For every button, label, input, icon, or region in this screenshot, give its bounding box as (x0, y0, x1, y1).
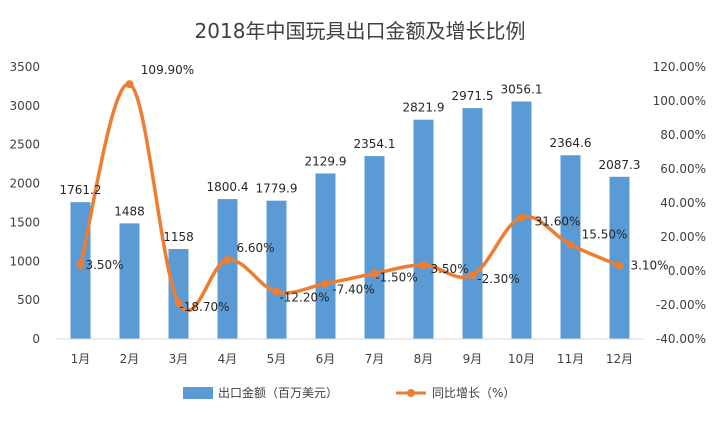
left-tick-label: 2000 (9, 177, 40, 191)
right-tick-label: -40.00% (656, 332, 706, 346)
line-data-label: -18.70% (179, 300, 229, 314)
bar-data-label: 2354.1 (354, 137, 396, 151)
line-data-label: -12.20% (279, 291, 329, 305)
right-tick-label: 80.00% (660, 128, 706, 142)
x-axis: 1月 2月 3月 4月 5月 6月 7月 8月 9月 10月 11月 12月 (56, 338, 644, 366)
right-tick-label: 120.00% (653, 60, 706, 74)
left-tick-label: 0 (32, 332, 40, 346)
bar-data-label: 2821.9 (403, 101, 445, 115)
bar-data-label: 1800.4 (207, 180, 249, 194)
bar (462, 108, 483, 340)
bar-data-label: 2129.9 (305, 154, 347, 168)
bar-data-label: 3056.1 (501, 82, 543, 96)
left-tick-label: 3500 (9, 60, 40, 74)
legend-line-label: 同比增长（%） (432, 386, 515, 400)
x-tick-label: 4月 (218, 352, 238, 366)
right-tick-label: 40.00% (660, 196, 706, 210)
line-data-label: 3.50% (430, 262, 468, 276)
x-tick-label: 3月 (169, 352, 189, 366)
x-tick-label: 11月 (557, 352, 584, 366)
bar (168, 249, 189, 339)
bar (413, 119, 434, 339)
right-tick-label: 20.00% (660, 230, 706, 244)
bar (119, 223, 140, 339)
bar (364, 156, 385, 339)
legend-line-marker (407, 389, 415, 397)
legend-bar-swatch (183, 387, 213, 399)
line-data-label: 109.90% (141, 63, 194, 77)
chart-title: 2018年中国玩具出口金额及增长比例 (195, 19, 526, 43)
bar-data-label: 1779.9 (256, 182, 298, 196)
bar-data-label: 2364.6 (550, 136, 592, 150)
growth-point (125, 80, 134, 89)
bar-data-label: 1158 (163, 230, 194, 244)
left-tick-label: 1000 (9, 254, 40, 268)
bar (266, 200, 287, 339)
line-data-label: -7.40% (332, 283, 374, 297)
growth-point (76, 261, 85, 270)
left-tick-label: 3000 (9, 99, 40, 113)
left-tick-label: 2500 (9, 138, 40, 152)
line-series (76, 80, 624, 313)
bar (315, 173, 336, 339)
growth-point (615, 261, 624, 270)
line-data-label: -2.30% (477, 272, 519, 286)
right-tick-label: 60.00% (660, 162, 706, 176)
growth-point (370, 269, 379, 278)
growth-point (419, 261, 428, 270)
x-tick-label: 1月 (71, 352, 91, 366)
left-tick-label: 500 (17, 293, 40, 307)
line-data-label: 6.60% (236, 241, 274, 255)
line-data-label: 31.60% (535, 214, 581, 228)
bar-data-label: 1761.2 (60, 183, 102, 197)
line-data-labels: 3.50% 109.90% -18.70% 6.60% -12.20%-7.40%-1.… (85, 63, 668, 314)
line-data-label: -1.50% (375, 271, 417, 285)
x-tick-label: 6月 (316, 352, 336, 366)
x-tick-label: 5月 (267, 352, 287, 366)
bar-data-label: 2971.5 (452, 89, 494, 103)
x-tick-label: 2月 (120, 352, 140, 366)
bar-series (70, 101, 630, 340)
x-tick-label: 12月 (606, 352, 633, 366)
growth-point (174, 298, 183, 307)
bar-data-labels: 1761.2 1488 1158 1800.4 1779.9 2129.9 2354.1 28… (60, 82, 641, 244)
growth-point (321, 279, 330, 288)
growth-point (566, 240, 575, 249)
x-tick-label: 9月 (463, 352, 483, 366)
right-tick-label: -20.00% (656, 298, 706, 312)
right-axis: -40.00% -20.00% 0.00% 20.00% 40.00% 60.00% 80.… (653, 60, 706, 346)
x-tick-label: 10月 (508, 352, 535, 366)
growth-point (223, 255, 232, 264)
growth-line (78, 82, 622, 313)
bar (217, 199, 238, 339)
line-data-label: 15.50% (582, 228, 628, 242)
line-data-label: 3.10% (630, 259, 668, 273)
right-tick-label: 0.00% (668, 264, 706, 278)
legend-bar-label: 出口金额（百万美元） (218, 385, 338, 400)
line-data-label: 3.50% (85, 258, 123, 272)
legend: 出口金额（百万美元） 同比增长（%） (183, 385, 515, 400)
bar (609, 176, 630, 339)
left-axis: 0 500 1000 1500 2000 2500 3000 3500 (9, 60, 40, 346)
left-tick-label: 1500 (9, 215, 40, 229)
bar-data-label: 1488 (114, 204, 145, 218)
x-tick-label: 7月 (365, 352, 385, 366)
growth-point (272, 287, 281, 296)
x-tick-label: 8月 (414, 352, 434, 366)
growth-point (468, 270, 477, 279)
growth-point (517, 213, 526, 222)
bar-data-label: 2087.3 (599, 158, 641, 172)
right-tick-label: 100.00% (653, 94, 706, 108)
